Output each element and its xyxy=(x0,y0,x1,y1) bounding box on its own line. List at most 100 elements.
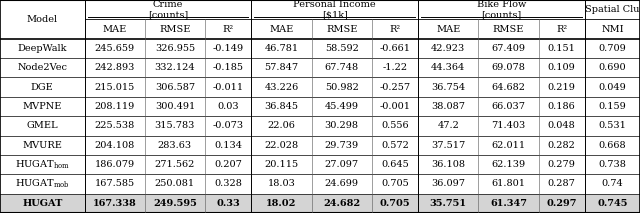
Text: 36.108: 36.108 xyxy=(431,160,465,169)
Text: Spatial Clu: Spatial Clu xyxy=(585,5,640,14)
Text: 0.556: 0.556 xyxy=(381,121,409,130)
Text: R²: R² xyxy=(389,24,401,33)
Text: 0.048: 0.048 xyxy=(548,121,575,130)
Text: 0.745: 0.745 xyxy=(597,199,628,208)
Text: -0.185: -0.185 xyxy=(212,63,244,72)
Text: 0.572: 0.572 xyxy=(381,141,409,150)
Text: 167.585: 167.585 xyxy=(95,180,134,189)
Text: -0.257: -0.257 xyxy=(380,83,410,92)
Text: MAE: MAE xyxy=(269,24,294,33)
Text: 61.347: 61.347 xyxy=(490,199,527,208)
Text: 225.538: 225.538 xyxy=(95,121,135,130)
Text: 38.087: 38.087 xyxy=(431,102,465,111)
Text: 46.781: 46.781 xyxy=(264,44,298,53)
Text: 29.739: 29.739 xyxy=(324,141,359,150)
Text: 0.049: 0.049 xyxy=(598,83,627,92)
Text: 0.03: 0.03 xyxy=(218,102,239,111)
Text: -0.001: -0.001 xyxy=(380,102,410,111)
Text: 0.705: 0.705 xyxy=(380,199,410,208)
Text: 64.682: 64.682 xyxy=(492,83,525,92)
Text: 62.011: 62.011 xyxy=(492,141,525,150)
Text: 24.682: 24.682 xyxy=(323,199,360,208)
Text: 0.668: 0.668 xyxy=(598,141,627,150)
Text: RMSE: RMSE xyxy=(159,24,191,33)
Text: 66.037: 66.037 xyxy=(492,102,525,111)
Text: Crime
[counts]: Crime [counts] xyxy=(148,0,188,19)
Text: 0.33: 0.33 xyxy=(216,199,240,208)
Text: -0.661: -0.661 xyxy=(380,44,410,53)
Text: 0.282: 0.282 xyxy=(548,141,576,150)
Text: 300.491: 300.491 xyxy=(155,102,195,111)
Text: 69.078: 69.078 xyxy=(492,63,525,72)
Text: HUGAT: HUGAT xyxy=(22,199,63,208)
Text: 271.562: 271.562 xyxy=(155,160,195,169)
Text: 0.709: 0.709 xyxy=(598,44,627,53)
Text: 42.923: 42.923 xyxy=(431,44,465,53)
Text: 249.595: 249.595 xyxy=(153,199,197,208)
Text: 245.659: 245.659 xyxy=(95,44,134,53)
Text: 58.592: 58.592 xyxy=(324,44,358,53)
Text: 0.159: 0.159 xyxy=(598,102,627,111)
Text: 0.705: 0.705 xyxy=(381,180,409,189)
Text: 0.738: 0.738 xyxy=(598,160,627,169)
Text: DeepWalk: DeepWalk xyxy=(17,44,67,53)
Text: 0.207: 0.207 xyxy=(214,160,242,169)
Text: Node2Vec: Node2Vec xyxy=(17,63,67,72)
Text: 18.02: 18.02 xyxy=(266,199,296,208)
Text: 43.226: 43.226 xyxy=(264,83,298,92)
Text: 36.845: 36.845 xyxy=(264,102,298,111)
Text: 242.893: 242.893 xyxy=(95,63,135,72)
Text: 215.015: 215.015 xyxy=(95,83,135,92)
Text: 18.03: 18.03 xyxy=(268,180,296,189)
Bar xyxy=(0,194,640,213)
Text: 0.186: 0.186 xyxy=(548,102,575,111)
Text: HUGAT$_\mathregular{hom}$: HUGAT$_\mathregular{hom}$ xyxy=(15,158,70,171)
Text: 0.134: 0.134 xyxy=(214,141,242,150)
Text: MAE: MAE xyxy=(102,24,127,33)
Text: 47.2: 47.2 xyxy=(437,121,459,130)
Text: 0.219: 0.219 xyxy=(548,83,576,92)
Text: Model: Model xyxy=(27,15,58,24)
Text: MAE: MAE xyxy=(436,24,460,33)
Text: MVURE: MVURE xyxy=(22,141,62,150)
Text: 0.287: 0.287 xyxy=(548,180,576,189)
Text: 208.119: 208.119 xyxy=(95,102,135,111)
Text: 0.531: 0.531 xyxy=(598,121,627,130)
Text: 186.079: 186.079 xyxy=(95,160,134,169)
Text: MVPNE: MVPNE xyxy=(22,102,62,111)
Text: 0.74: 0.74 xyxy=(602,180,623,189)
Text: 326.955: 326.955 xyxy=(155,44,195,53)
Text: 44.364: 44.364 xyxy=(431,63,465,72)
Text: 0.297: 0.297 xyxy=(547,199,577,208)
Text: 204.108: 204.108 xyxy=(95,141,135,150)
Text: 0.690: 0.690 xyxy=(598,63,627,72)
Text: 57.847: 57.847 xyxy=(264,63,298,72)
Text: GMEL: GMEL xyxy=(26,121,58,130)
Text: 61.801: 61.801 xyxy=(492,180,525,189)
Text: 24.699: 24.699 xyxy=(324,180,358,189)
Text: 0.109: 0.109 xyxy=(548,63,575,72)
Text: HUGAT$_\mathregular{mob}$: HUGAT$_\mathregular{mob}$ xyxy=(15,178,70,190)
Text: 71.403: 71.403 xyxy=(492,121,525,130)
Text: 0.328: 0.328 xyxy=(214,180,242,189)
Text: -1.22: -1.22 xyxy=(382,63,408,72)
Text: 50.982: 50.982 xyxy=(324,83,358,92)
Text: 250.081: 250.081 xyxy=(155,180,195,189)
Text: DGE: DGE xyxy=(31,83,54,92)
Text: 30.298: 30.298 xyxy=(324,121,358,130)
Text: 315.783: 315.783 xyxy=(155,121,195,130)
Text: 0.645: 0.645 xyxy=(381,160,409,169)
Text: Personal Income
[$1k]: Personal Income [$1k] xyxy=(293,0,376,19)
Text: NMI: NMI xyxy=(601,24,624,33)
Text: 27.097: 27.097 xyxy=(324,160,359,169)
Text: 283.63: 283.63 xyxy=(158,141,192,150)
Text: 306.587: 306.587 xyxy=(155,83,195,92)
Text: 36.097: 36.097 xyxy=(431,180,465,189)
Text: R²: R² xyxy=(223,24,234,33)
Text: RMSE: RMSE xyxy=(326,24,357,33)
Text: 0.279: 0.279 xyxy=(548,160,576,169)
Text: -0.073: -0.073 xyxy=(212,121,244,130)
Text: 37.517: 37.517 xyxy=(431,141,465,150)
Text: 20.115: 20.115 xyxy=(264,160,298,169)
Text: RMSE: RMSE xyxy=(493,24,524,33)
